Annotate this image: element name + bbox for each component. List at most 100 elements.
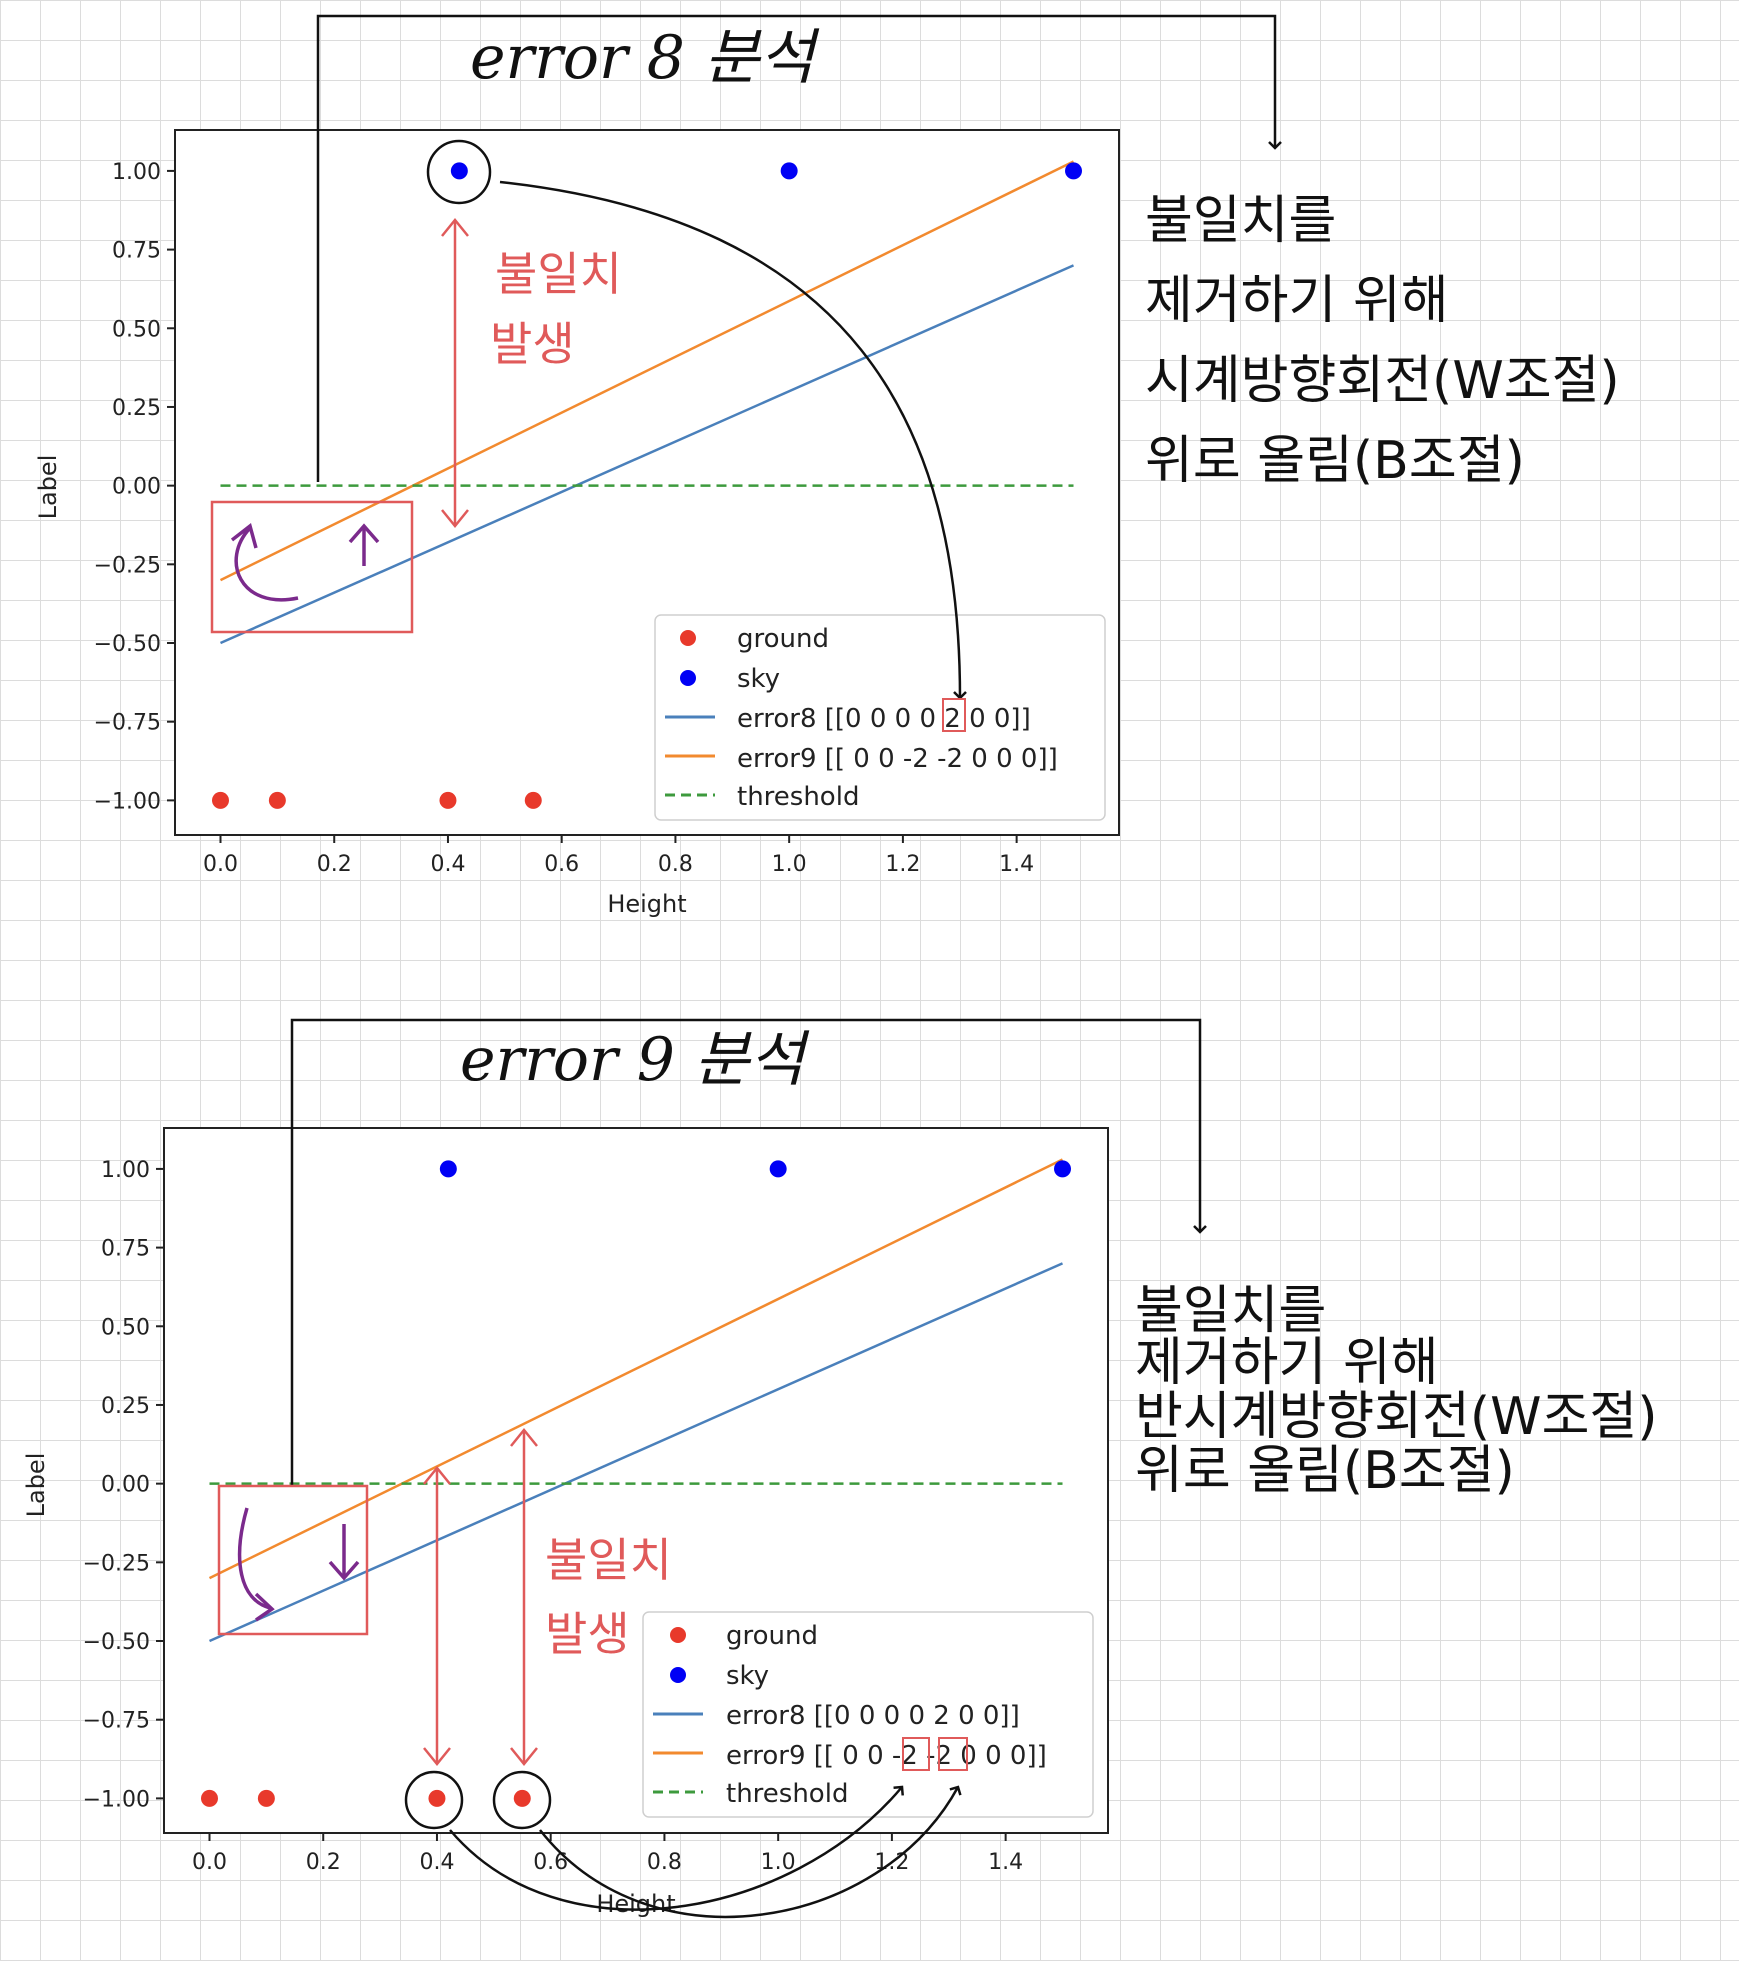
y-tick-label: 0.50 — [101, 1315, 150, 1340]
note-line: 제거하기 위해 — [1135, 1333, 1439, 1393]
ground-outlier-highlight — [404, 1770, 464, 1830]
ground-point — [524, 791, 542, 809]
x-tick-label: 1.2 — [885, 852, 920, 877]
chart-2-y-axis-label: Label — [22, 1453, 50, 1518]
ground-point — [428, 1789, 446, 1807]
chart-2-annotations: error 9 분석 불일치를 제거하기 위해 반시계방향회전(W조절) 위로 … — [217, 1018, 1658, 1919]
note-line: 불일치를 — [1145, 191, 1336, 251]
chart-2-legend-box — [642, 1611, 1094, 1818]
legend-error9-label: error9 [[ 0 0 -2 -2 0 0 0]] — [726, 1741, 1047, 1771]
chart-2: 0.0 0.2 0.4 0.6 0.8 1.0 1.2 1.41.000.750.500.25… — [22, 1127, 1109, 1918]
legend-value-box — [942, 698, 966, 732]
counterclockwise-rotation-arrow — [237, 1507, 271, 1610]
x-tick-label: 0.8 — [647, 1850, 682, 1875]
y-tick-label: 0.75 — [101, 1237, 150, 1262]
y-tick-label: −0.25 — [83, 1551, 150, 1576]
ground-point — [439, 791, 457, 809]
mismatch-arrowhead-top — [441, 218, 469, 237]
x-tick-label: 1.4 — [999, 852, 1034, 877]
sky-point — [1065, 162, 1083, 180]
outlier-to-legend-arrow — [499, 180, 967, 700]
y-tick-label: 0.50 — [112, 317, 161, 342]
legend-ground-marker — [680, 630, 696, 646]
chart-2-title-handwritten: error 9 분석 — [460, 1025, 810, 1095]
intercept-region-box — [217, 1484, 369, 1636]
x-tick-label: 0.4 — [419, 1850, 454, 1875]
sky-point — [1054, 1160, 1072, 1178]
x-tick-label: 0.2 — [306, 1850, 341, 1875]
counterclockwise-rotation-arrowhead — [254, 1592, 275, 1622]
legend-sky-label: sky — [737, 664, 780, 694]
down-shift-arrowhead — [328, 1560, 360, 1581]
chart-1-legend: ground sky error8 [[0 0 0 0 2 0 0]] erro… — [654, 614, 1106, 821]
sky-point — [450, 162, 468, 180]
x-tick-label: 0.6 — [544, 852, 579, 877]
ground-point — [513, 1789, 531, 1807]
y-tick-label: 0.25 — [101, 1394, 150, 1419]
note-line: 시계방향회전(W조절) — [1145, 351, 1620, 411]
mismatch-note-line: 발생 — [545, 1607, 630, 1661]
mismatch-arrowhead-top — [510, 1428, 538, 1447]
chart-1-ticks: 0.0 0.2 0.4 0.6 0.8 1.0 1.2 1.4 1.00 0.75 0.50 0.25… — [94, 160, 1035, 877]
legend-threshold-label: threshold — [726, 1779, 848, 1809]
series-error8-line — [208, 1262, 1064, 1643]
sky-point — [780, 162, 798, 180]
chart-1-side-note: 불일치를 제거하기 위해 시계방향회전(W조절) 위로 올림(B조절) — [1145, 191, 1620, 491]
x-tick-label: 0.2 — [317, 852, 352, 877]
x-tick-label: 1.4 — [988, 1850, 1023, 1875]
chart-2-x-axis-label: Height — [596, 1890, 675, 1918]
x-tick-label: 0.8 — [658, 852, 693, 877]
outlier-to-legend-arrow — [449, 1785, 904, 1911]
chart-1-legend-box — [654, 614, 1106, 821]
y-tick-label: −1.00 — [94, 789, 161, 814]
y-tick-label: −0.50 — [94, 632, 161, 657]
chart-2-bracket-arrow — [290, 1018, 1207, 1486]
legend-ground-label: ground — [726, 1621, 818, 1651]
x-tick-label: 1.0 — [761, 1850, 796, 1875]
clockwise-rotation-arrow — [234, 526, 299, 602]
note-line: 반시계방향회전(W조절) — [1135, 1387, 1658, 1447]
series-error9-line — [219, 160, 1075, 582]
y-tick-label: 0.00 — [112, 475, 161, 500]
legend-ground-label: ground — [737, 624, 829, 654]
note-line: 제거하기 위해 — [1145, 271, 1449, 331]
y-tick-label: 1.00 — [101, 1158, 150, 1183]
y-tick-label: 0.00 — [101, 1473, 150, 1498]
outlier-to-legend-arrow — [539, 1785, 962, 1919]
y-tick-label: −0.75 — [83, 1709, 150, 1734]
sky-outlier-highlight — [426, 139, 492, 205]
ground-outlier-highlight — [492, 1770, 552, 1830]
chart-1-title-handwritten: error 8 분석 — [470, 23, 820, 93]
ground-point — [268, 791, 286, 809]
chart-1-bracket-arrow — [316, 14, 1282, 482]
y-tick-label: 1.00 — [112, 160, 161, 185]
chart-1-x-axis-label: Height — [607, 890, 686, 918]
legend-threshold-label: threshold — [737, 782, 859, 812]
chart-2-ticks: 0.0 0.2 0.4 0.6 0.8 1.0 1.2 1.41.000.750.500.25… — [83, 1158, 1024, 1875]
legend-error8-label: error8 [[0 0 0 0 2 0 0]] — [737, 704, 1031, 734]
legend-error8-label: error8 [[0 0 0 0 2 0 0]] — [726, 1701, 1020, 1731]
legend-value-box — [938, 1737, 968, 1771]
y-tick-label: −0.75 — [94, 711, 161, 736]
legend-sky-marker — [670, 1667, 686, 1683]
mismatch-arrowhead-bottom — [423, 1747, 451, 1766]
note-line: 위로 올림(B조절) — [1145, 431, 1525, 491]
series-error8-line — [219, 264, 1075, 645]
y-tick-label: 0.75 — [112, 239, 161, 264]
legend-ground-marker — [670, 1627, 686, 1643]
ground-point — [257, 1789, 275, 1807]
x-tick-label: 0.4 — [430, 852, 465, 877]
sky-point — [769, 1160, 787, 1178]
y-tick-label: 0.25 — [112, 396, 161, 421]
legend-sky-label: sky — [726, 1661, 769, 1691]
x-tick-label: 0.0 — [192, 1850, 227, 1875]
ground-point — [211, 791, 229, 809]
up-shift-arrowhead — [348, 523, 380, 544]
y-tick-label: −0.25 — [94, 553, 161, 578]
mismatch-arrowhead-bottom — [510, 1747, 538, 1766]
y-tick-label: −1.00 — [83, 1787, 150, 1812]
chart-1-annotations: error 8 분석 불일치를 제거하기 위해 시계방향회전(W조절) 위로 올… — [210, 14, 1620, 732]
clockwise-rotation-arrowhead — [230, 523, 258, 549]
chart-1-y-axis-label: Label — [34, 455, 62, 520]
